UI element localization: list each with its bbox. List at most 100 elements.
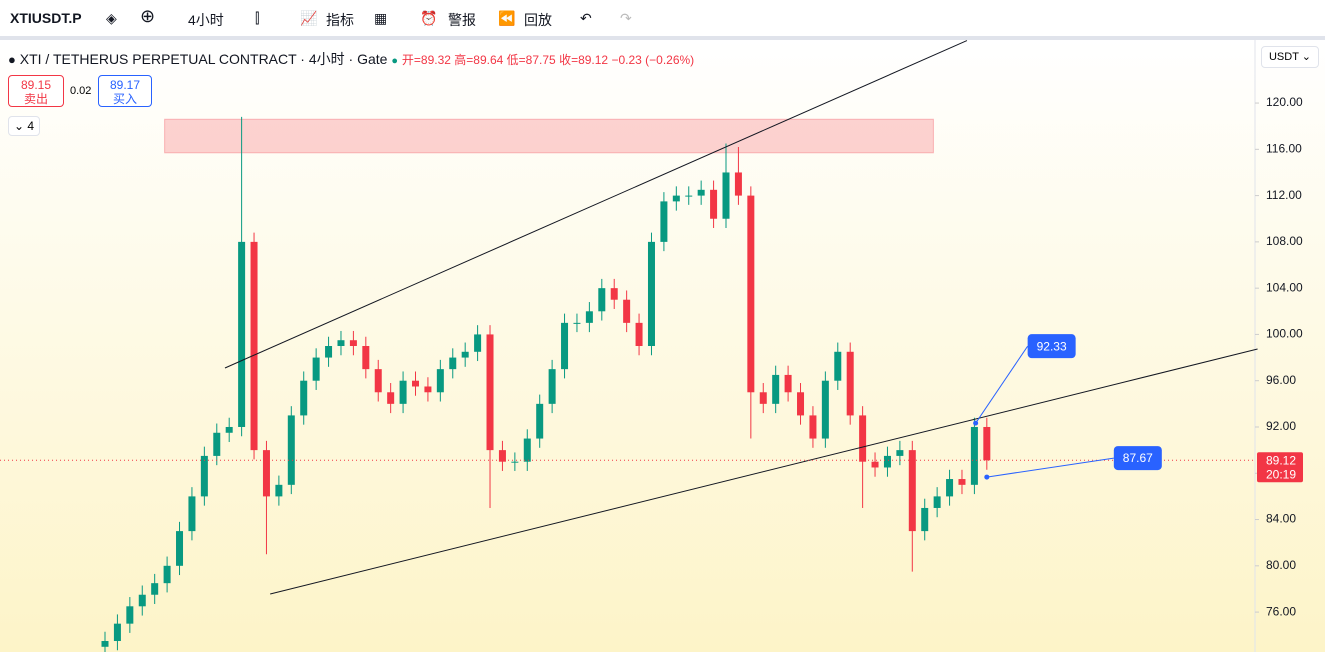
candle-body xyxy=(784,374,792,393)
close: 收=89.12 xyxy=(559,53,609,67)
interval[interactable]: 4小时 xyxy=(188,12,224,28)
icon: ⏰ xyxy=(420,10,438,26)
callout-label: 92.33 xyxy=(1037,339,1067,353)
candle-body xyxy=(859,415,867,462)
spread: 0.02 xyxy=(70,85,92,97)
candle-body xyxy=(424,386,432,393)
callout-line xyxy=(975,345,1029,424)
candle-body xyxy=(213,432,221,456)
callout-point xyxy=(973,420,979,426)
candle-body xyxy=(374,369,382,393)
candle-body xyxy=(325,346,333,358)
candle-body xyxy=(498,450,506,462)
callout-label: 87.67 xyxy=(1123,451,1153,465)
candle-body xyxy=(312,357,320,381)
candle-body xyxy=(287,415,295,485)
currency: USDT xyxy=(1268,51,1299,63)
redo[interactable]: ↷ xyxy=(620,10,632,26)
candle-body xyxy=(387,392,395,404)
candle-body xyxy=(337,340,345,346)
sell-button[interactable]: 89.15 卖出 xyxy=(8,75,64,107)
background xyxy=(0,40,1325,652)
change: −0.23 (−0.26%) xyxy=(611,53,695,67)
candle-body xyxy=(585,311,593,323)
y-tick-label: 96.00 xyxy=(1266,373,1296,387)
candle-body xyxy=(188,496,196,532)
y-tick-label: 116.00 xyxy=(1266,141,1302,155)
indicators[interactable]: 指标 xyxy=(326,12,354,28)
candle-body xyxy=(548,369,556,404)
callout-line xyxy=(986,457,1114,478)
currency-select[interactable]: USDT ⌄ xyxy=(1261,46,1319,68)
sell-price: 89.15 xyxy=(20,78,52,92)
candle-body xyxy=(598,288,606,312)
candle-body xyxy=(275,484,283,497)
candle-body xyxy=(511,461,519,463)
low: 低=87.75 xyxy=(506,53,556,67)
candle-body xyxy=(623,299,631,323)
alerts[interactable]: 警报 xyxy=(448,12,476,28)
candle-body xyxy=(821,380,829,439)
candle-body xyxy=(610,288,618,300)
buy-price: 89.17 xyxy=(109,78,141,92)
candle-body xyxy=(362,346,370,370)
candle-body xyxy=(126,606,134,624)
candle-body xyxy=(138,594,146,607)
candle-body xyxy=(300,380,308,416)
candle-body xyxy=(200,455,208,497)
candle-body xyxy=(797,392,805,416)
candle-body xyxy=(561,322,569,370)
icon: 📈 xyxy=(300,10,318,26)
sell-label: 卖出 xyxy=(23,92,48,106)
y-tick-label: 80.00 xyxy=(1266,558,1296,572)
last-price-label: 89.12 xyxy=(1266,453,1296,467)
indicator-count: 4 xyxy=(27,119,35,133)
chart: 76.0080.0084.0088.0092.0096.00100.00104.… xyxy=(0,40,1325,652)
replay[interactable]: 回放 xyxy=(524,12,552,28)
legend-title: XTI / TETHERUS PERPETUAL CONTRACT · 4小时 … xyxy=(19,51,388,67)
candle-body xyxy=(262,450,270,497)
callout-box xyxy=(1027,334,1076,359)
icon[interactable]: ◈ xyxy=(106,10,117,26)
candle-body xyxy=(573,322,581,324)
candle-body xyxy=(908,450,916,532)
candle-body xyxy=(461,351,469,358)
y-tick-label: 92.00 xyxy=(1266,419,1296,433)
y-tick-label: 104.00 xyxy=(1266,280,1303,294)
y-tick-label: 120.00 xyxy=(1266,95,1303,109)
candle-body xyxy=(399,380,407,404)
candle-body xyxy=(660,201,668,242)
candle-body xyxy=(486,334,494,451)
y-tick-label: 76.00 xyxy=(1266,604,1296,618)
candle-body xyxy=(983,426,991,461)
candle-body xyxy=(163,565,171,584)
candle-body xyxy=(176,531,184,566)
add[interactable]: ⊕ xyxy=(140,6,156,26)
candle-body xyxy=(734,172,742,196)
candle-body xyxy=(474,334,482,352)
candle-body xyxy=(113,623,121,642)
buy-button[interactable]: 89.17 买入 xyxy=(98,75,152,107)
candle-body xyxy=(747,195,755,393)
callout-point xyxy=(984,474,990,480)
candle-body xyxy=(883,455,891,468)
y-tick-label: 112.00 xyxy=(1266,188,1302,202)
candle-body xyxy=(846,351,854,416)
candle-body xyxy=(672,195,680,202)
candle-body xyxy=(958,479,966,485)
layout[interactable]: ▦ xyxy=(374,10,388,26)
last-price-box xyxy=(1257,452,1303,483)
symbol[interactable]: XTIUSDT.P xyxy=(10,10,82,26)
chart-type[interactable]: ⫿ xyxy=(255,10,260,26)
candle-body xyxy=(697,189,705,196)
candle-body xyxy=(238,241,246,427)
undo[interactable]: ↶ xyxy=(580,10,592,26)
y-tick-label: 108.00 xyxy=(1266,234,1303,248)
candle-body xyxy=(759,392,767,404)
candle-body xyxy=(809,415,817,439)
indicator-toggle[interactable]: ⌄ 4 xyxy=(8,116,40,136)
countdown: 20:19 xyxy=(1266,467,1296,481)
candle-body xyxy=(635,322,643,346)
candle-body xyxy=(772,374,780,404)
